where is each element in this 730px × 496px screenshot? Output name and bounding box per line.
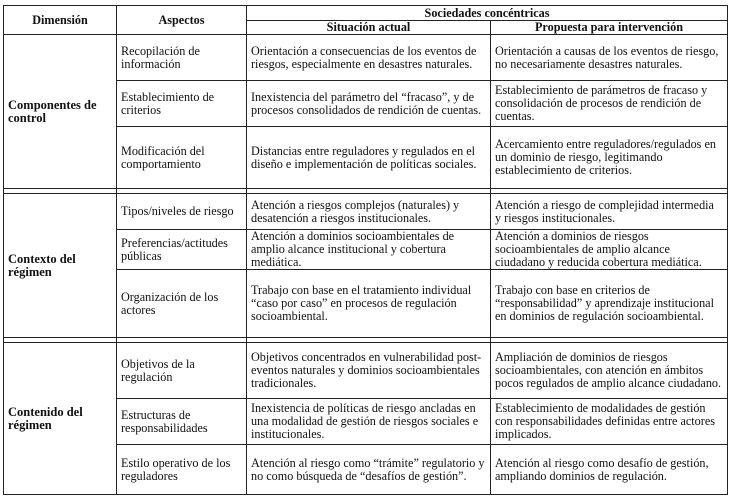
current-cell: Orientación a consecuencias de los event… [246, 34, 491, 81]
current-cell: Inexistencia de políticas de riesgo ancl… [246, 398, 491, 445]
current-cell: Objetivos concentrados en vulnerabilidad… [246, 342, 491, 399]
comparison-table: Dimensión Aspectos Sociedades concéntric… [3, 5, 728, 495]
proposal-cell: Atención a riesgo de complejidad interme… [490, 193, 728, 230]
aspect-cell: Organización de los actores [116, 269, 247, 338]
current-cell: Trabajo con base en el tratamiento indiv… [246, 269, 491, 338]
table-row: Estructuras de responsabilidades Inexiste… [4, 398, 728, 445]
aspect-cell: Modificación del comportamiento [116, 126, 247, 189]
header-group: Sociedades concéntricas [246, 5, 728, 21]
current-cell: Atención a riesgos complejos (naturales)… [246, 193, 491, 230]
header-proposal: Propuesta para intervención [490, 20, 728, 35]
table-row: Contexto del régimen Tipos/niveles de rie… [3, 193, 728, 338]
current-cell: Atención a dominios socioambientales de … [246, 229, 491, 270]
aspect-cell: Tipos/niveles de riesgo [116, 193, 247, 230]
proposal-cell: Atención al riesgo como desafío de gesti… [490, 444, 728, 495]
table-row: Componentes de control Recopilación de in… [3, 34, 728, 189]
proposal-cell: Establecimiento de modalidades de gestió… [490, 398, 728, 445]
table-row: Contenido del régimen Objetivos de la reg… [3, 342, 728, 495]
current-cell: Atención al riesgo como “trámite” regula… [246, 444, 491, 495]
header-aspects: Aspectos [116, 5, 247, 35]
proposal-cell: Acercamiento entre reguladores/regulados… [490, 126, 728, 189]
dimension-cell: Componentes de control [3, 34, 117, 189]
proposal-cell: Atención a dominios de riesgos socioambi… [490, 229, 728, 270]
header-dimension: Dimensión [3, 5, 117, 35]
aspect-cell: Establecimiento de criterios [116, 80, 247, 127]
table-row: Establecimiento de criterios Inexistencia… [4, 80, 728, 127]
proposal-cell: Orientación a causas de los eventos de r… [490, 34, 728, 81]
aspect-cell: Recopilación de información [116, 34, 247, 81]
aspect-cell: Estructuras de responsabilidades [116, 398, 247, 445]
dimension-cell: Contenido del régimen [3, 342, 117, 495]
table-row: Organización de los actores Trabajo con b… [4, 269, 728, 338]
aspect-cell: Objetivos de la regulación [116, 342, 247, 399]
table-row: Estilo operativo de los reguladores Atenc… [4, 444, 728, 495]
current-cell: Inexistencia del parámetro del “fracaso”… [246, 80, 491, 127]
header-current: Situación actual [246, 20, 491, 35]
aspect-cell: Preferencias/actitudes públicas [116, 229, 247, 270]
proposal-cell: Ampliación de dominios de riesgos socioa… [490, 342, 728, 399]
current-cell: Distancias entre reguladores y regulados… [246, 126, 491, 189]
proposal-cell: Establecimiento de parámetros de fracaso… [490, 80, 728, 127]
dimension-cell: Contexto del régimen [3, 193, 117, 338]
proposal-cell: Trabajo con base en criterios de “respon… [490, 269, 728, 338]
aspect-cell: Estilo operativo de los reguladores [116, 444, 247, 495]
table-row: Preferencias/actitudes públicas Atención … [4, 229, 728, 270]
